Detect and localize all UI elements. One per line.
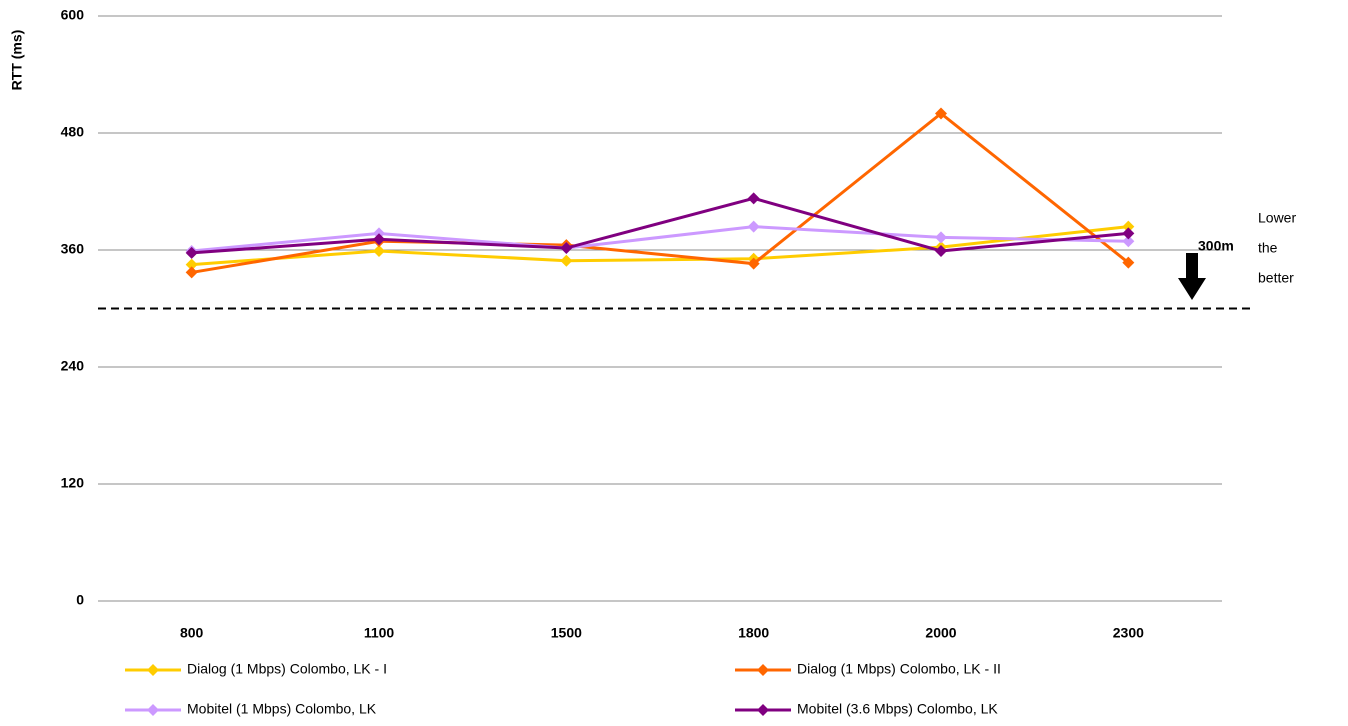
series-line (191, 111, 1130, 274)
series-line (191, 225, 1129, 267)
marker (1122, 235, 1135, 248)
marker (560, 242, 573, 255)
legend-marker (757, 704, 769, 716)
y-tick-label: 120 (61, 475, 85, 491)
marker (373, 244, 385, 257)
reference-label: 300m (1198, 238, 1234, 254)
annotation: the (1258, 240, 1278, 256)
marker (373, 233, 385, 246)
marker (1122, 256, 1135, 269)
y-axis-label: RTT (ms) (9, 30, 25, 91)
x-tick-label: 2000 (925, 625, 956, 641)
x-tick-label: 1500 (551, 625, 582, 641)
marker (747, 192, 760, 205)
legend-marker (147, 704, 159, 716)
x-tick-label: 800 (180, 625, 204, 641)
legend-marker (757, 664, 769, 676)
arrow (1178, 253, 1206, 300)
annotation: Lower (1258, 210, 1296, 226)
marker (185, 258, 198, 271)
x-tick-label: 1100 (364, 625, 395, 641)
legend-label: Dialog (1 Mbps) Colombo, LK - I (187, 661, 387, 677)
y-tick-label: 480 (61, 124, 85, 140)
annotation: better (1258, 270, 1294, 286)
y-tick-label: 600 (61, 7, 85, 23)
legend-label: Mobitel (3.6 Mbps) Colombo, LK (797, 701, 998, 717)
marker (185, 246, 198, 259)
legend-label: Dialog (1 Mbps) Colombo, LK - II (797, 661, 1001, 677)
series-line (191, 196, 1129, 255)
marker (560, 254, 573, 267)
y-tick-label: 240 (61, 358, 85, 374)
marker (747, 257, 760, 270)
legend-label: Mobitel (1 Mbps) Colombo, LK (187, 701, 377, 717)
y-tick-label: 360 (61, 241, 85, 257)
series-line (191, 225, 1129, 253)
y-tick-label: 0 (76, 592, 84, 608)
marker (935, 107, 947, 120)
legend-marker (147, 664, 159, 676)
marker (1122, 220, 1135, 233)
marker (935, 244, 947, 257)
x-tick-label: 2300 (1113, 625, 1144, 641)
marker (1122, 227, 1135, 240)
marker (747, 220, 760, 233)
marker (185, 266, 198, 279)
marker (935, 231, 947, 244)
x-tick-label: 1800 (738, 625, 769, 641)
